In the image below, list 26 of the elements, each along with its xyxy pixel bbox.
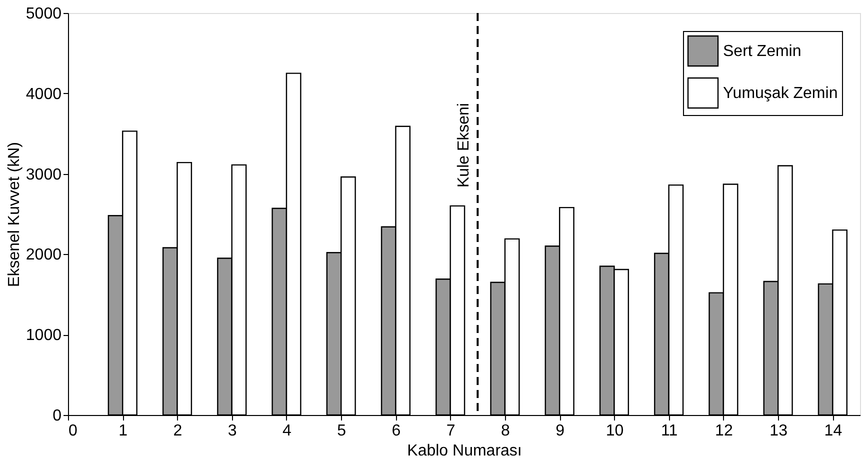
x-tick-label: 0	[68, 422, 78, 440]
y-tick-label: 3000	[26, 166, 62, 184]
x-tick-label: 9	[556, 422, 565, 440]
x-tick-label: 12	[715, 422, 733, 440]
x-tick-label: 13	[770, 422, 788, 440]
y-tick-label: 2000	[26, 246, 62, 264]
x-tick-label: 3	[228, 422, 237, 440]
x-tick-label: 10	[606, 422, 624, 440]
legend-label: Sert Zemin	[723, 43, 802, 60]
x-tick-label: 4	[282, 422, 292, 440]
ref-line-label: Kule Ekseni	[456, 103, 473, 188]
x-tick-label: 2	[173, 422, 182, 440]
y-axis-title: Eksenel Kuvvet (kN)	[6, 142, 23, 287]
x-tick-label: 11	[661, 422, 678, 440]
legend-label: Yumuşak Zemin	[723, 85, 838, 102]
y-tick-label: 0	[52, 408, 62, 424]
y-tick-label: 4000	[26, 86, 62, 103]
x-tick-label: 8	[501, 422, 510, 440]
x-tick-label: 5	[337, 422, 346, 440]
x-tick-label: 1	[118, 422, 128, 440]
y-tick-label: 5000	[26, 6, 62, 22]
x-tick-label: 7	[446, 422, 456, 440]
x-tick-label: 14	[824, 422, 842, 440]
x-tick-label: 6	[392, 422, 401, 440]
y-tick-label: 1000	[26, 327, 62, 344]
x-axis-title: Kablo Numarası	[407, 442, 522, 460]
